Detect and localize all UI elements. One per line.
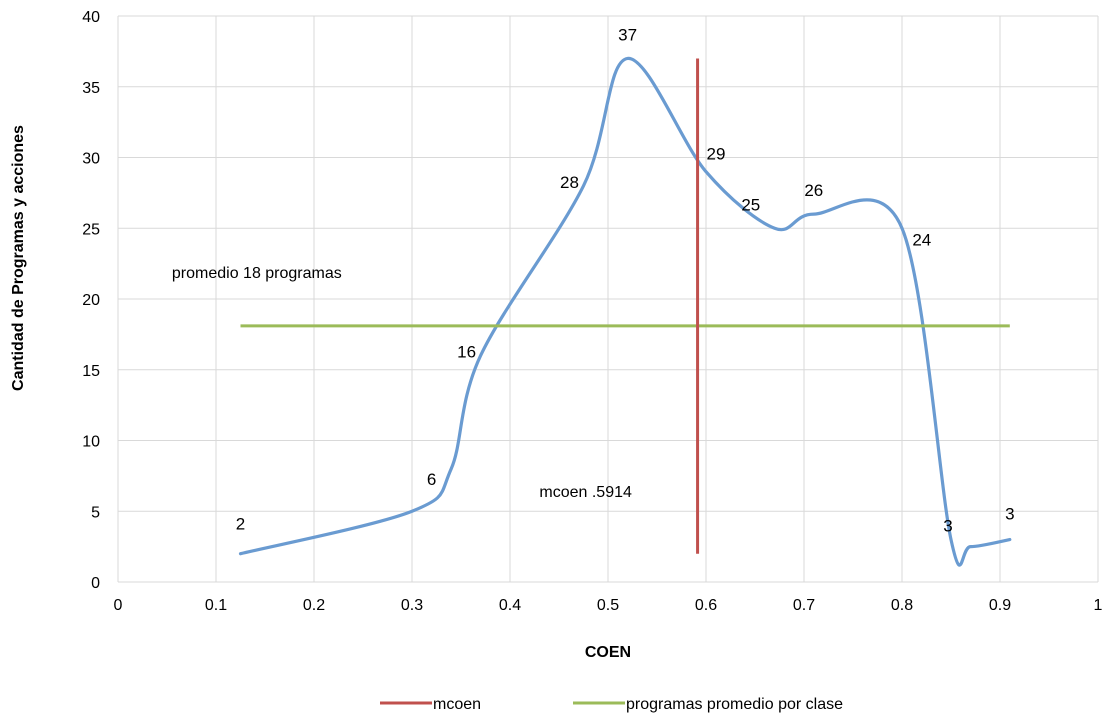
y-tick-label: 15: [82, 363, 100, 380]
series-layer: [238, 56, 1012, 567]
x-tick-label: 1: [1094, 597, 1103, 614]
data-label: 37: [618, 25, 637, 44]
x-tick-label: 0.6: [695, 597, 717, 614]
data-label: 16: [457, 343, 476, 362]
y-tick-label: 40: [82, 9, 100, 26]
data-label: 28: [560, 173, 579, 192]
x-tick-label: 0.1: [205, 597, 227, 614]
y-tick-label: 35: [82, 80, 100, 97]
legend-label: programas promedio por clase: [626, 696, 843, 713]
y-tick-label: 5: [91, 504, 100, 521]
x-tick-labels: 0 0.1 0.2 0.3 0.4 0.5 0.6 0.7 0.8 0.9 1: [114, 597, 1103, 614]
y-tick-labels: 0 5 10 15 20 25 30 35 40: [82, 9, 100, 592]
data-label: 24: [912, 230, 931, 249]
y-tick-label: 30: [82, 151, 100, 168]
data-label: 2: [236, 515, 245, 534]
annotation-text: mcoen .5914: [539, 484, 632, 501]
annotations: promedio 18 programas mcoen .5914: [172, 265, 632, 501]
x-tick-label: 0.8: [891, 597, 913, 614]
x-tick-label: 0.5: [597, 597, 619, 614]
y-axis-title: Cantidad de Programas y acciones: [10, 125, 27, 391]
data-label: 6: [427, 470, 436, 489]
annotation-text: promedio 18 programas: [172, 265, 342, 282]
data-label: 3: [1005, 505, 1014, 524]
y-tick-label: 0: [91, 575, 100, 592]
x-tick-label: 0.7: [793, 597, 815, 614]
y-tick-label: 25: [82, 221, 100, 238]
y-gridlines: [118, 15, 1098, 583]
y-tick-label: 10: [82, 434, 100, 451]
legend-label: mcoen: [433, 696, 481, 713]
x-tick-label: 0.3: [401, 597, 423, 614]
x-tick-label: 0.9: [989, 597, 1011, 614]
data-label: 3: [943, 517, 952, 536]
y-tick-label: 20: [82, 292, 100, 309]
data-label: 25: [741, 195, 760, 214]
data-label: 29: [707, 145, 726, 164]
legend: mcoen programas promedio por clase: [380, 696, 843, 713]
x-axis-title: COEN: [585, 644, 631, 661]
x-tick-label: 0.2: [303, 597, 325, 614]
x-tick-label: 0.4: [499, 597, 521, 614]
coen-curve-line: [238, 56, 1012, 567]
x-tick-label: 0: [114, 597, 123, 614]
data-label: 26: [804, 181, 823, 200]
